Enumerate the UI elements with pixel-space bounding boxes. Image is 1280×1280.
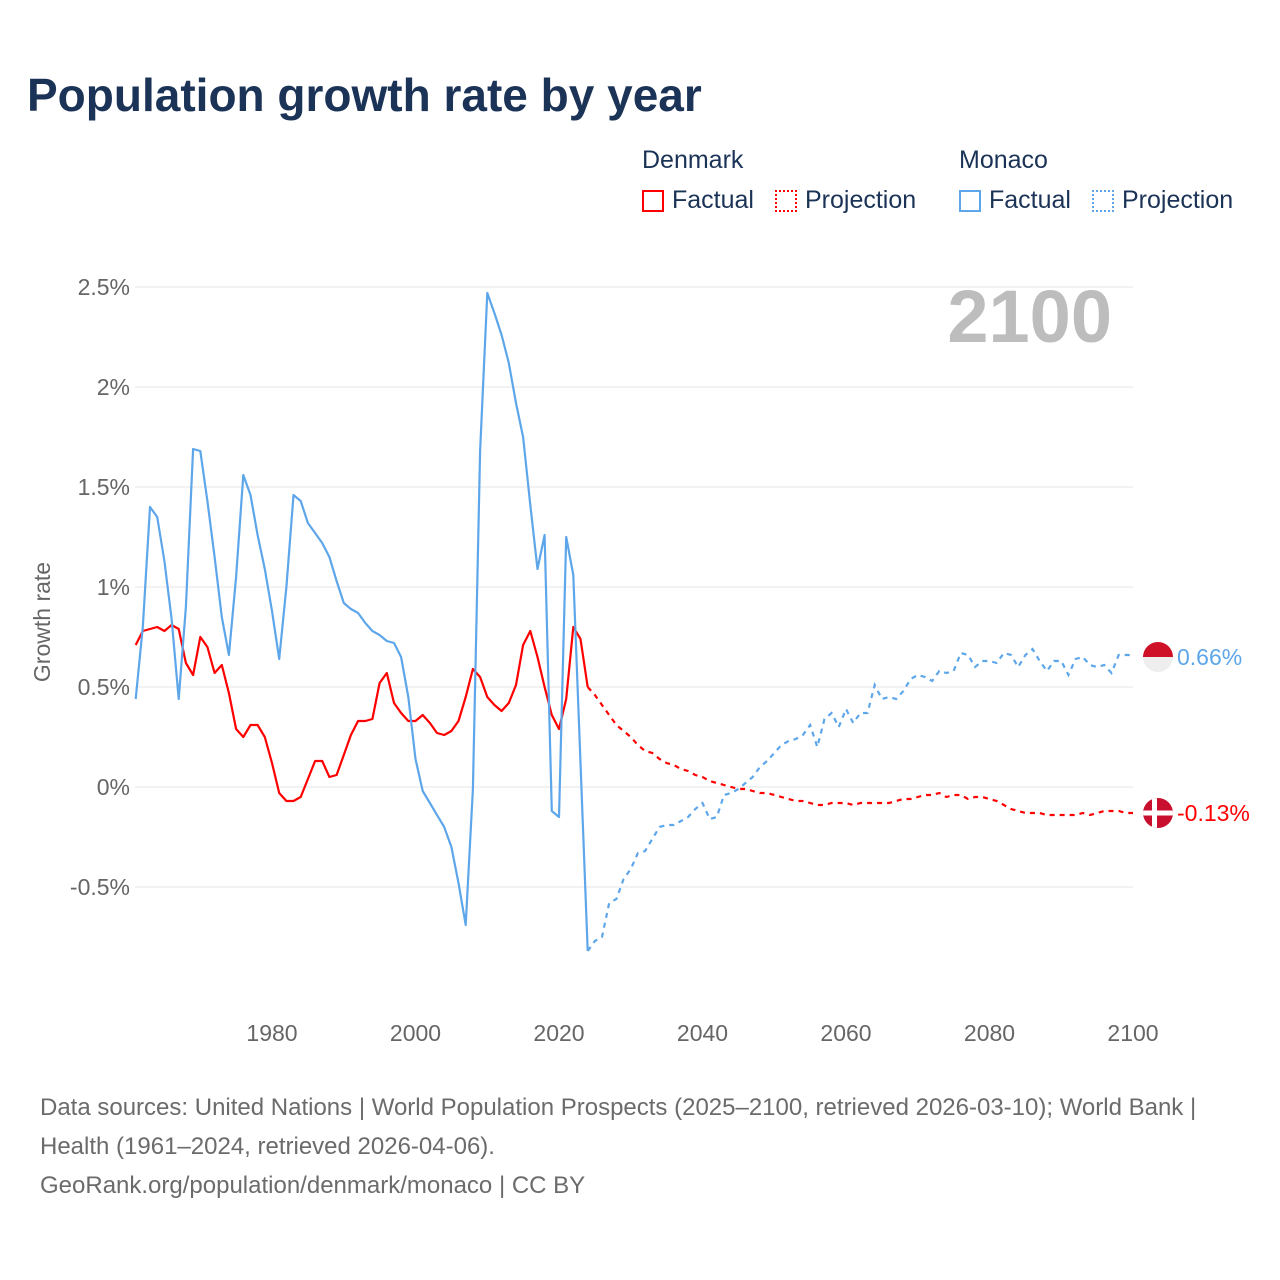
y-tick-label: -0.5% [70, 874, 130, 900]
year-indicator: 2100 [947, 275, 1112, 358]
legend-group-denmark: Denmark [642, 146, 744, 174]
monaco-flag-icon [1143, 642, 1173, 672]
dotted-swatch-icon [1092, 189, 1114, 212]
x-tick-label: 2040 [677, 1020, 728, 1046]
credit-link[interactable]: GeoRank.org/population/denmark/monaco | … [40, 1172, 586, 1199]
denmark-projection-line [586, 686, 1133, 817]
solid-swatch-icon [959, 189, 981, 212]
legend-label: Projection [1122, 186, 1234, 214]
denmark-factual-line [134, 623, 589, 803]
line-chart: 2.5% 2% 1.5% 1% 0.5% 0% -0.5% 1980 2000 2020 2040 2… [29, 274, 1250, 1046]
chart-title: Population growth rate by year [27, 69, 702, 121]
x-tick-label: 2060 [820, 1020, 871, 1046]
legend-label: Projection [805, 186, 917, 214]
legend-label: Factual [672, 186, 754, 214]
x-tick-label: 2100 [1107, 1020, 1158, 1046]
legend-monaco-factual[interactable]: Factual [959, 186, 1071, 215]
x-tick-label: 2000 [390, 1020, 441, 1046]
dotted-swatch-icon [775, 189, 797, 212]
denmark-end-label: -0.13% [1177, 800, 1250, 826]
y-tick-label: 2% [97, 374, 130, 400]
monaco-factual-line [134, 291, 589, 952]
solid-swatch-icon [642, 189, 664, 212]
x-tick-label: 1980 [246, 1020, 297, 1046]
y-tick-label: 0.5% [78, 674, 130, 700]
legend-label: Factual [989, 186, 1071, 214]
denmark-flag-icon [1143, 798, 1173, 828]
x-tick-label: 2020 [533, 1020, 584, 1046]
y-tick-label: 1.5% [78, 474, 130, 500]
x-tick-label: 2080 [964, 1020, 1015, 1046]
data-sources: Data sources: United Nations | World Pop… [40, 1094, 1197, 1160]
y-axis-label: Growth rate [29, 562, 55, 682]
y-tick-label: 1% [97, 574, 130, 600]
legend-monaco-projection[interactable]: Projection [1092, 186, 1233, 215]
legend-denmark-projection[interactable]: Projection [775, 186, 916, 215]
monaco-end-label: 0.66% [1177, 644, 1242, 670]
legend-denmark-factual[interactable]: Factual [642, 186, 754, 215]
legend-group-monaco: Monaco [959, 146, 1048, 174]
footer: Data sources: United Nations | World Pop… [40, 1088, 1240, 1205]
y-tick-label: 0% [97, 774, 130, 800]
monaco-projection-line [586, 647, 1133, 952]
y-tick-label: 2.5% [78, 274, 130, 300]
